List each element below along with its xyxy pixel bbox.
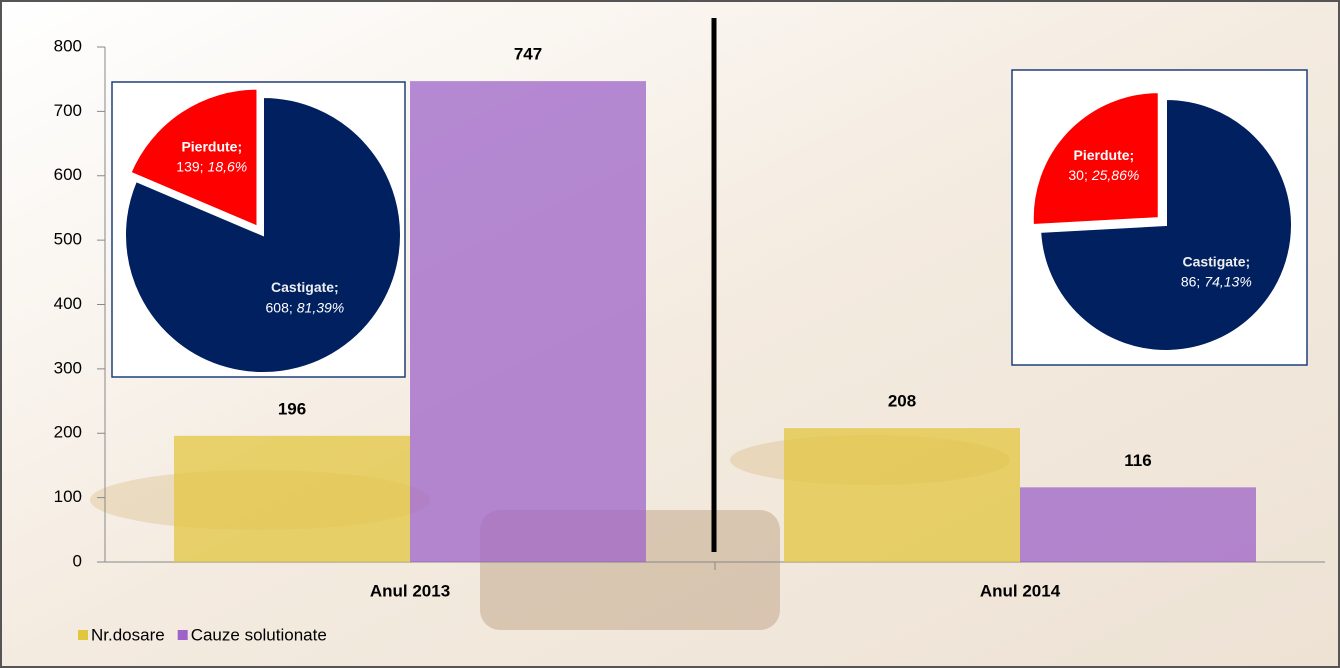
bar <box>784 428 1020 562</box>
pie-slice <box>1039 97 1293 352</box>
y-tick-label: 300 <box>54 358 82 377</box>
slice-value-label: 30; <box>1068 167 1087 183</box>
y-tick-label: 600 <box>54 165 82 184</box>
slice-label: Castigate; <box>271 279 339 295</box>
data-label: 208 <box>888 392 916 411</box>
legend-label: Nr.dosare <box>91 625 165 644</box>
y-tick-label: 400 <box>54 294 82 313</box>
data-label: 747 <box>514 45 542 64</box>
y-tick-label: 800 <box>54 36 82 55</box>
slice-percent: 25,86% <box>1091 167 1139 183</box>
slice-value-label: 86; <box>1181 273 1200 289</box>
slice-percent: 74,13% <box>1204 273 1251 289</box>
slice-percent: 18,6% <box>208 158 248 174</box>
pie-slice <box>124 95 402 374</box>
legend-swatch <box>78 630 88 640</box>
legend-swatch <box>177 630 188 640</box>
data-label: 116 <box>1124 451 1151 470</box>
y-tick-label: 700 <box>54 101 82 120</box>
y-tick-label: 500 <box>54 230 82 249</box>
slice-value: 30; 25,86% <box>1068 167 1139 183</box>
pie-slice <box>129 87 259 229</box>
y-tick-label: 200 <box>54 423 82 442</box>
slice-value-label: 608; <box>266 299 293 315</box>
bar <box>174 435 410 562</box>
y-tick-label: 0 <box>73 551 82 570</box>
slice-value: 139; 18,6% <box>176 158 247 174</box>
slice-label: Pierdute; <box>181 138 242 154</box>
y-tick-label: 100 <box>54 487 82 506</box>
legend-label: Cauze solutionate <box>191 625 327 644</box>
data-label: 196 <box>278 399 306 418</box>
slice-value-label: 139; <box>176 158 203 174</box>
slice-label: Castigate; <box>1182 253 1250 269</box>
slice-percent: 81,39% <box>297 299 344 315</box>
slice-label: Pierdute; <box>1074 147 1135 163</box>
x-tick-label: Anul 2014 <box>980 581 1061 600</box>
pie-slice <box>1031 91 1160 226</box>
slice-value: 608; 81,39% <box>266 299 345 315</box>
x-tick-label: Anul 2013 <box>370 581 450 600</box>
bar <box>410 81 646 563</box>
slice-value: 86; 74,13% <box>1181 273 1252 289</box>
bar <box>1020 487 1256 562</box>
